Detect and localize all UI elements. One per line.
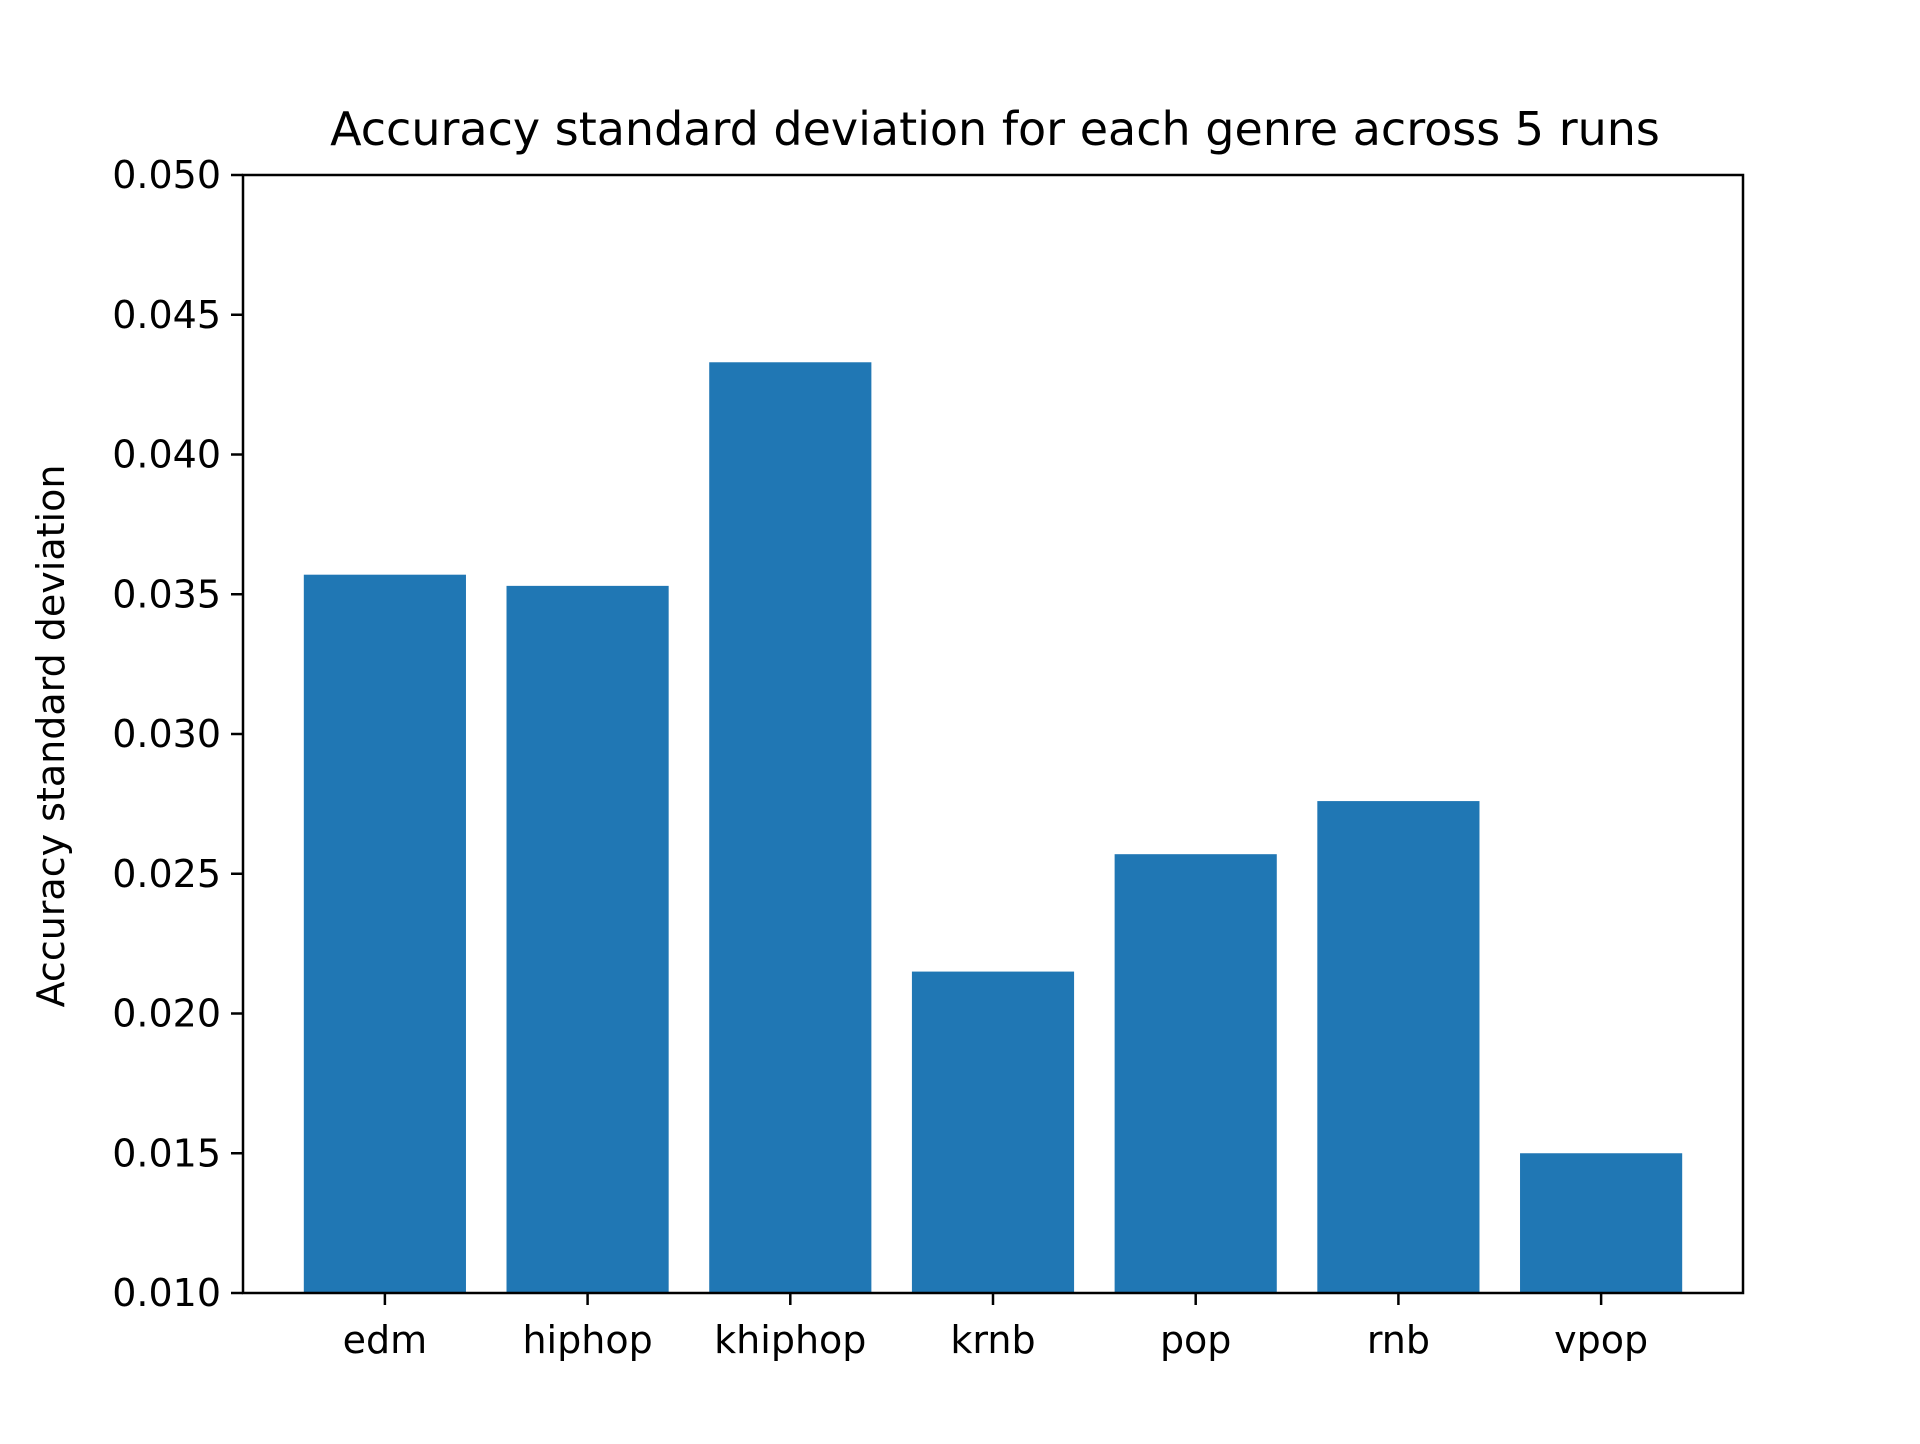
y-axis-label: Accuracy standard deviation <box>29 465 73 1008</box>
y-tick-label: 0.035 <box>112 572 221 616</box>
bar-rnb <box>1317 801 1480 1293</box>
x-tick-label-rnb: rnb <box>1367 1318 1430 1362</box>
bar-edm <box>303 574 466 1293</box>
y-tick-label: 0.040 <box>112 433 221 477</box>
y-tick-label: 0.025 <box>112 852 221 896</box>
y-axis-ticks: 0.010 0.015 0.020 0.025 0.030 0.035 0.040 0.045… <box>112 153 243 1315</box>
x-tick-label-edm: edm <box>343 1318 428 1362</box>
y-tick-label: 0.015 <box>112 1131 221 1175</box>
y-tick-label: 0.020 <box>112 992 221 1036</box>
plot-frame <box>241 173 1745 1295</box>
bars-group <box>303 362 1683 1293</box>
bar-hiphop <box>506 585 669 1293</box>
x-tick-label-krnb: krnb <box>950 1318 1035 1362</box>
x-axis-ticks: edm hiphop khiphop krnb pop rnb vpop <box>343 1293 1648 1362</box>
bar-krnb <box>911 971 1075 1293</box>
bar-vpop <box>1520 1153 1683 1293</box>
bar-khiphop <box>709 362 872 1293</box>
y-tick-label: 0.050 <box>112 153 221 197</box>
chart-title: Accuracy standard deviation for each gen… <box>330 102 1660 156</box>
y-tick-label: 0.010 <box>112 1271 221 1315</box>
x-tick-label-hiphop: hiphop <box>522 1318 652 1362</box>
x-tick-label-khiphop: khiphop <box>714 1318 866 1362</box>
y-tick-label: 0.045 <box>112 293 221 337</box>
x-tick-label-pop: pop <box>1160 1318 1232 1362</box>
x-tick-label-vpop: vpop <box>1554 1318 1648 1362</box>
bar-pop <box>1114 854 1277 1293</box>
y-tick-label: 0.030 <box>112 712 221 756</box>
